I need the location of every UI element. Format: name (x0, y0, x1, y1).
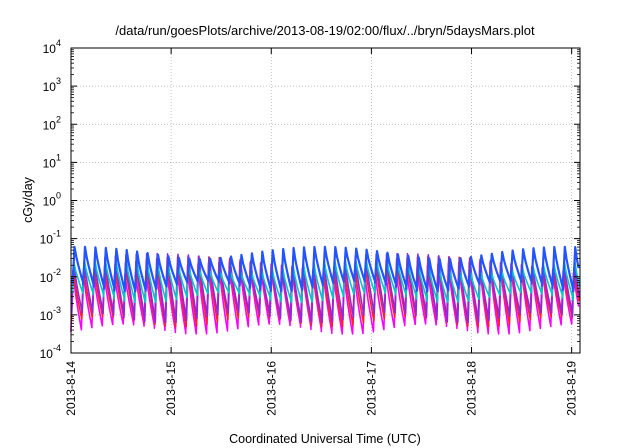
y-tick-label: 10-2 (40, 267, 61, 285)
grid (70, 48, 580, 353)
y-tick-label: 103 (43, 76, 61, 94)
x-tick-label: 2013-8-19 (565, 361, 579, 416)
y-tick-label: 10-4 (40, 343, 61, 361)
y-tick-label: 104 (43, 38, 61, 56)
y-axis-label: cGy/day (21, 176, 35, 223)
x-tick-label: 2013-8-16 (264, 361, 278, 416)
y-tick-label: 10-3 (40, 305, 61, 323)
x-tick-label: 2013-8-18 (465, 361, 479, 416)
y-tick-label: 100 (43, 191, 61, 209)
x-axis-label: Coordinated Universal Time (UTC) (229, 432, 421, 446)
y-tick-label: 10-1 (40, 229, 61, 247)
x-tick-label: 2013-8-14 (64, 361, 78, 416)
series-line (71, 259, 581, 304)
y-tick-label: 102 (43, 114, 61, 132)
x-tick-label: 2013-8-15 (164, 361, 178, 416)
x-axis: 2013-8-14 2013-8-15 2013-8-16 2013-8-17 2013… (64, 48, 579, 416)
y-tick-label: 101 (43, 152, 61, 170)
series-line (71, 245, 580, 293)
chart-title: /data/run/goesPlots/archive/2013-08-19/0… (115, 23, 535, 38)
y-axis: 10-4 10-3 10-2 10-1 100 101 102 103 104 (40, 38, 580, 361)
x-tick-label: 2013-8-17 (364, 361, 378, 416)
series-layer (70, 245, 581, 335)
